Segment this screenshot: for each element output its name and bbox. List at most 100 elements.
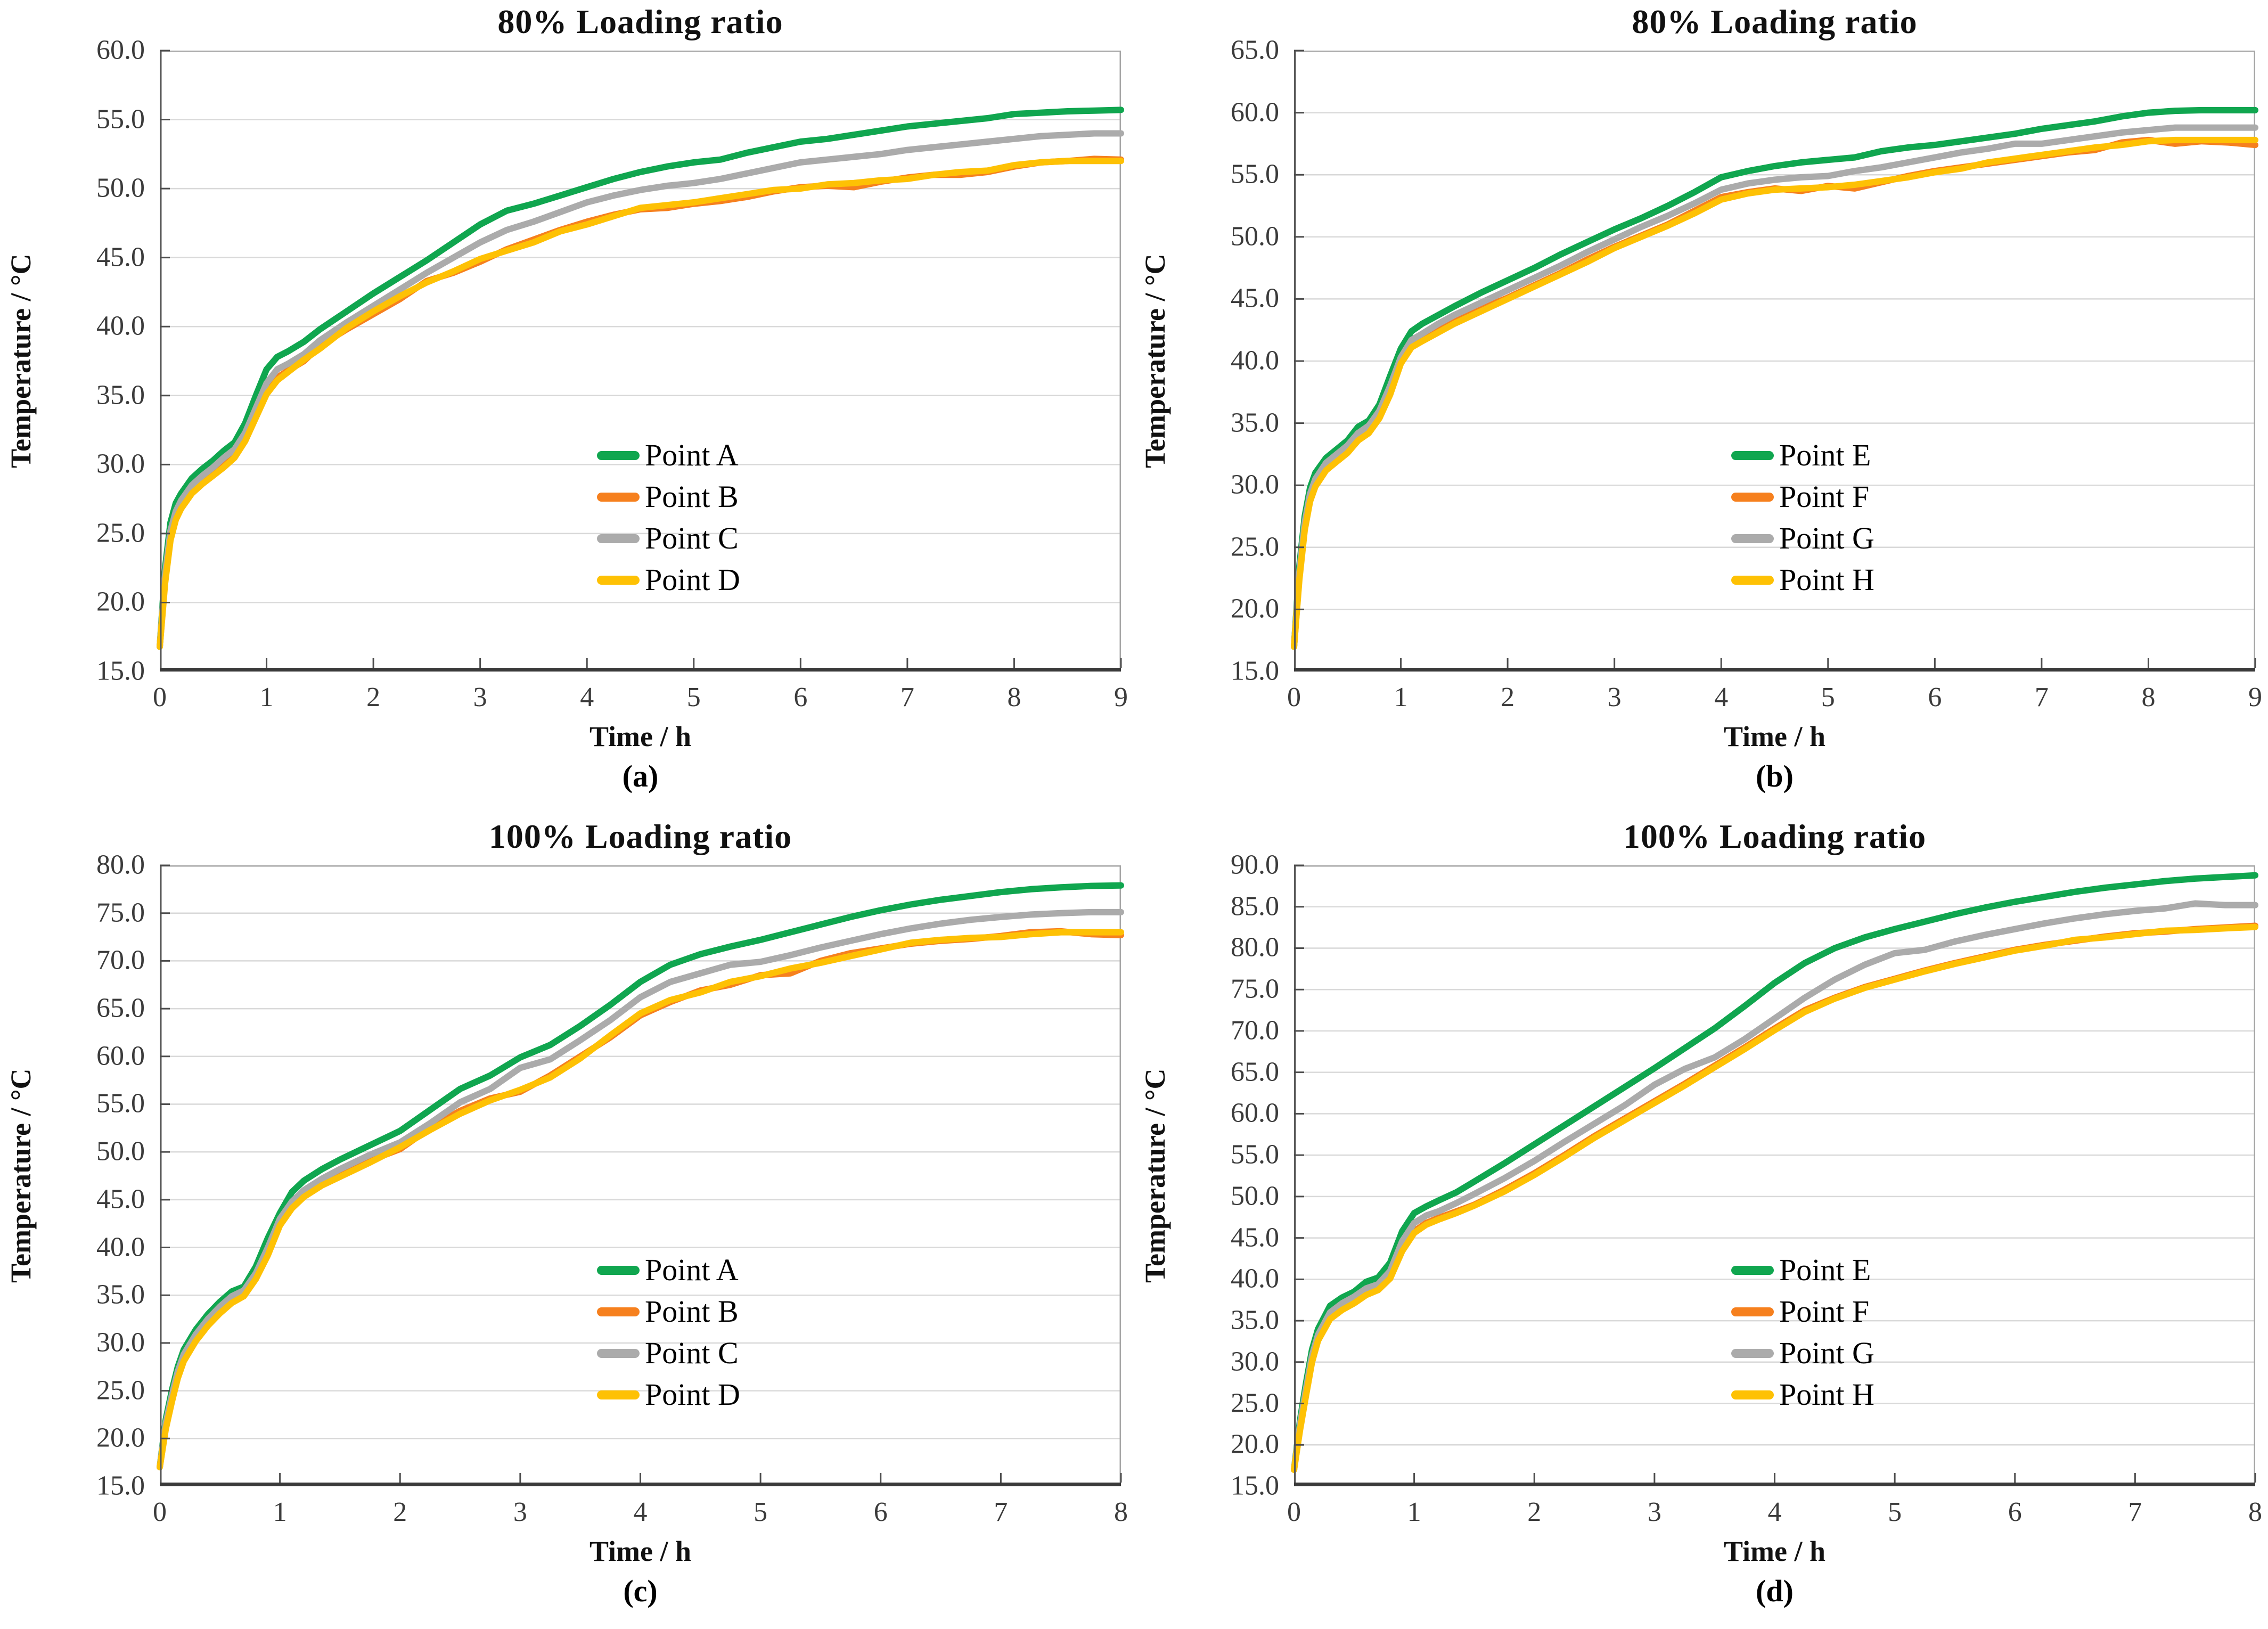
- series-line-point-c: [157, 130, 1124, 650]
- y-tick-label: 80.0: [1231, 932, 1279, 963]
- chart-canvas: [157, 864, 1124, 1486]
- y-tick-label: 30.0: [96, 1327, 145, 1358]
- x-tick-label: 8: [2141, 682, 2156, 713]
- x-tick-label: 0: [1287, 682, 1301, 713]
- chart-title: 80% Loading ratio: [1632, 3, 1918, 40]
- y-tick-label: 30.0: [1231, 469, 1279, 500]
- x-tick-label: 6: [873, 1497, 888, 1527]
- plot-area: Point A Point B Point C Point D: [157, 50, 1124, 672]
- series-line-point-f: [1291, 136, 2258, 650]
- x-tick-label: 2: [393, 1497, 407, 1527]
- x-tick-label: 7: [900, 682, 914, 713]
- chart-title: 100% Loading ratio: [1623, 817, 1927, 855]
- x-tick-label: 4: [580, 682, 594, 713]
- x-tick-label: 4: [633, 1497, 648, 1527]
- y-tick-label: 25.0: [1231, 1387, 1279, 1418]
- y-tick-label: 65.0: [1231, 1056, 1279, 1087]
- y-tick-labels: 80.0 75.0 70.0 65.0 60.0 55.0 50.0 45.0 40.0 35.0…: [0, 849, 145, 1501]
- y-tick-label: 40.0: [1231, 345, 1279, 376]
- chart-panel-d: 100% Loading ratio Temperature / °C 90.0…: [1134, 815, 2268, 1629]
- panel-caption: (d): [1756, 1574, 1794, 1608]
- series-line-point-b: [157, 155, 1124, 650]
- x-tick-label: 7: [2128, 1497, 2142, 1527]
- x-tick-label: 8: [1114, 1497, 1128, 1527]
- x-tick-label: 0: [153, 682, 167, 713]
- y-tick-label: 75.0: [1231, 973, 1279, 1004]
- y-tick-label: 50.0: [96, 173, 145, 203]
- y-tick-labels: 65.0 60.0 55.0 50.0 45.0 40.0 35.0 30.0 25.0 20.0…: [1134, 35, 1279, 686]
- y-tick-label: 30.0: [96, 448, 145, 479]
- y-tick-label: 35.0: [1231, 1305, 1279, 1336]
- x-tick-label: 4: [1767, 1497, 1782, 1527]
- y-tick-label: 45.0: [1231, 1222, 1279, 1253]
- x-tick-label: 8: [2248, 1497, 2262, 1527]
- series-line-point-d: [157, 929, 1124, 1471]
- y-tick-label: 65.0: [96, 993, 145, 1024]
- y-tick-label: 20.0: [96, 1422, 145, 1453]
- x-tick-label: 5: [1888, 1497, 1902, 1527]
- x-tick-labels: 0 1 2 3 4 5 6 7 8 9: [1287, 682, 2262, 719]
- y-tick-label: 85.0: [1231, 891, 1279, 922]
- y-tick-label: 20.0: [1231, 593, 1279, 624]
- x-tick-label: 9: [1114, 682, 1128, 713]
- y-tick-label: 40.0: [96, 1231, 145, 1262]
- x-tick-label: 5: [754, 1497, 768, 1527]
- x-tick-label: 3: [473, 682, 487, 713]
- series-line-point-g: [1291, 900, 2258, 1473]
- plot-area: Point E Point F Point G Point H: [1291, 50, 2258, 672]
- y-tick-label: 55.0: [96, 1088, 145, 1119]
- x-tick-label: 4: [1714, 682, 1729, 713]
- x-tick-label: 7: [994, 1497, 1008, 1527]
- chart-canvas: [1291, 50, 2258, 672]
- panel-caption: (a): [622, 759, 659, 793]
- y-tick-label: 70.0: [1231, 1015, 1279, 1046]
- y-tick-label: 35.0: [96, 1279, 145, 1310]
- x-tick-label: 7: [2034, 682, 2049, 713]
- x-tick-label: 6: [793, 682, 808, 713]
- plot-area: Point E Point F Point G Point H: [1291, 864, 2258, 1486]
- y-tick-label: 35.0: [1231, 407, 1279, 438]
- y-tick-label: 15.0: [1231, 1470, 1279, 1501]
- x-tick-label: 2: [366, 682, 381, 713]
- chart-panel-c: 100% Loading ratio Temperature / °C 80.0…: [0, 815, 1134, 1629]
- y-tick-label: 55.0: [96, 103, 145, 134]
- y-tick-label: 50.0: [96, 1136, 145, 1167]
- x-tick-labels: 0 1 2 3 4 5 6 7 8: [153, 1496, 1128, 1534]
- y-tick-label: 15.0: [96, 1470, 145, 1501]
- chart-title: 80% Loading ratio: [497, 3, 783, 40]
- chart-panel-b: 80% Loading ratio Temperature / °C 65.0 6…: [1134, 0, 2268, 814]
- series-line-point-d: [157, 158, 1124, 650]
- y-tick-label: 55.0: [1231, 1139, 1279, 1170]
- y-tick-label: 40.0: [1231, 1263, 1279, 1294]
- y-tick-label: 80.0: [96, 849, 145, 880]
- series-line-point-a: [157, 882, 1124, 1471]
- x-tick-label: 6: [1928, 682, 1942, 713]
- x-tick-labels: 0 1 2 3 4 5 6 7 8 9: [153, 682, 1128, 719]
- y-tick-label: 45.0: [96, 1184, 145, 1215]
- y-tick-label: 25.0: [1231, 531, 1279, 562]
- chart-title: 100% Loading ratio: [488, 817, 792, 855]
- series-line-point-e: [1291, 872, 2258, 1473]
- y-tick-labels: 60.0 55.0 50.0 45.0 40.0 35.0 30.0 25.0 20.0 15.0: [0, 35, 145, 686]
- plot-area: Point A Point B Point C Point D: [157, 864, 1124, 1486]
- chart-canvas: [157, 50, 1124, 672]
- y-tick-label: 35.0: [96, 380, 145, 411]
- x-tick-labels: 0 1 2 3 4 5 6 7 8: [1287, 1496, 2262, 1534]
- x-tick-label: 0: [153, 1497, 167, 1527]
- x-tick-label: 3: [1607, 682, 1622, 713]
- series-line-point-h: [1291, 923, 2258, 1473]
- x-tick-label: 1: [1394, 682, 1408, 713]
- x-tick-label: 8: [1007, 682, 1021, 713]
- y-tick-label: 60.0: [96, 1041, 145, 1071]
- y-tick-label: 25.0: [96, 518, 145, 549]
- x-axis-title: Time / h: [589, 721, 692, 752]
- x-tick-label: 5: [686, 682, 701, 713]
- x-axis-title: Time / h: [1723, 1535, 1826, 1567]
- y-tick-label: 20.0: [1231, 1429, 1279, 1460]
- y-tick-label: 40.0: [96, 310, 145, 341]
- y-tick-label: 65.0: [1231, 35, 1279, 66]
- y-tick-label: 25.0: [96, 1374, 145, 1405]
- series-line-point-c: [157, 908, 1124, 1471]
- y-tick-label: 50.0: [1231, 1181, 1279, 1211]
